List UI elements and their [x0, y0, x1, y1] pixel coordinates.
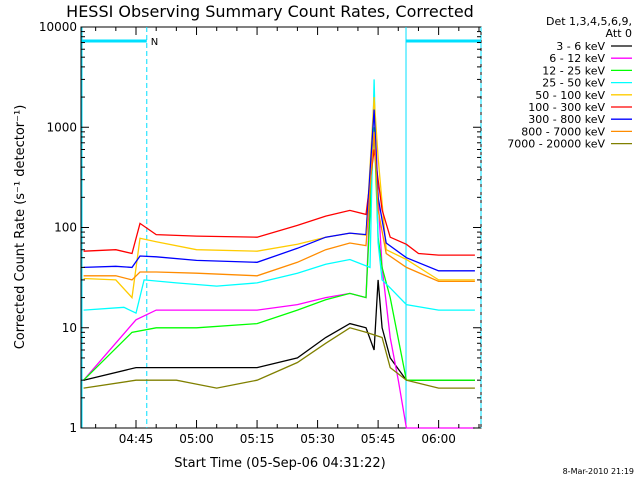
x-tick-label: 05:45 [361, 432, 396, 446]
y-tick-label: 100 [54, 221, 77, 235]
footer-date: 8-Mar-2010 21:19 [563, 467, 634, 476]
x-tick-label: 04:45 [119, 432, 154, 446]
x-tick-label: 05:15 [240, 432, 275, 446]
x-axis-label: Start Time (05-Sep-06 04:31:22) [174, 456, 385, 471]
y-tick-label: 10 [62, 321, 77, 335]
series-line [83, 79, 475, 315]
x-axis: 04:45 05:00 05:15 05:30 05:45 06:00 [95, 27, 480, 446]
legend-label: 50 - 100 keV [535, 89, 605, 102]
series-line [83, 327, 475, 389]
series-line [83, 97, 475, 429]
y-axis: 1 10 100 1000 10000 [39, 20, 481, 435]
series-line [83, 131, 475, 283]
series-line [83, 279, 475, 381]
series-line [83, 97, 475, 300]
series-layer [83, 79, 475, 429]
legend-header-line-1: Det 1,3,4,5,6,9, [546, 15, 632, 28]
chart-title: HESSI Observing Summary Count Rates, Cor… [66, 2, 474, 21]
legend-header-line-2: Att 0 [606, 27, 632, 40]
y-tick-label: 10000 [39, 20, 77, 34]
legend-label: 100 - 300 keV [528, 101, 605, 114]
legend-label: 3 - 6 keV [556, 40, 605, 53]
x-tick-label: 05:00 [179, 432, 214, 446]
y-tick-label: 1000 [46, 120, 77, 134]
x-tick-label: 06:00 [421, 432, 456, 446]
legend-label: 7000 - 20000 keV [507, 138, 605, 151]
legend-label: 300 - 800 keV [528, 113, 605, 126]
legend-label: 25 - 50 keV [542, 77, 605, 90]
x-tick-label: 05:30 [300, 432, 335, 446]
night-marker: N [151, 37, 158, 48]
legend-label: 800 - 7000 keV [521, 125, 605, 138]
y-tick-label: 1 [69, 421, 77, 435]
series-line [83, 109, 475, 272]
y-axis-label: Corrected Count Rate (s⁻¹ detector⁻¹) [13, 105, 28, 350]
legend-label: 12 - 25 keV [542, 64, 605, 77]
legend-label: 6 - 12 keV [549, 52, 605, 65]
series-line [83, 149, 475, 256]
series-line [83, 127, 475, 381]
